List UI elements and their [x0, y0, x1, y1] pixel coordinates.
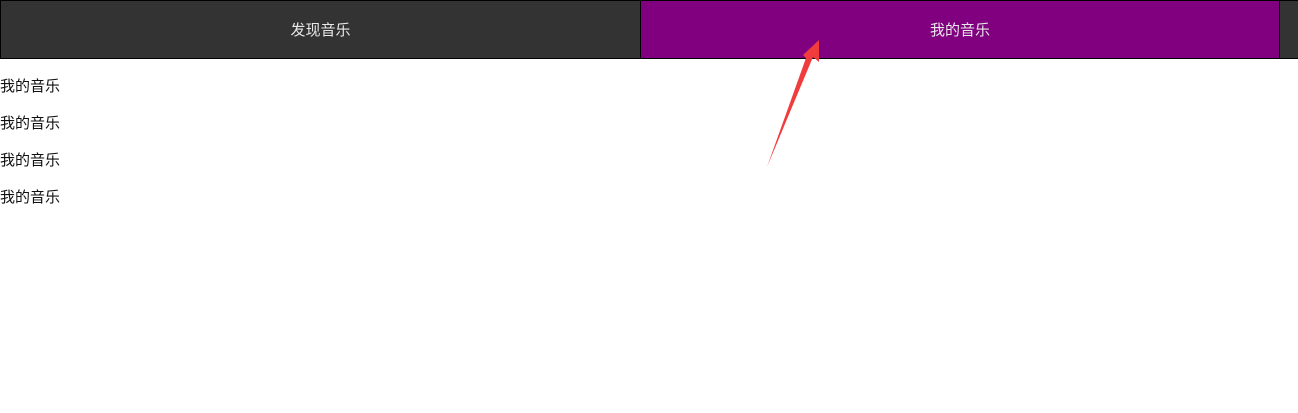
list-item: 我的音乐	[0, 77, 61, 95]
tab-discover-music[interactable]: 发现音乐	[0, 0, 640, 59]
list-item: 我的音乐	[0, 151, 61, 169]
list-item: 我的音乐	[0, 114, 61, 132]
arrow-shape	[767, 40, 819, 167]
nav-overflow-stub	[1280, 0, 1298, 59]
tab-my-music-label: 我的音乐	[929, 21, 990, 39]
top-nav: 发现音乐 我的音乐	[0, 0, 1298, 59]
tab-discover-music-label: 发现音乐	[290, 21, 351, 39]
tab-my-music[interactable]: 我的音乐	[640, 0, 1280, 59]
list-item: 我的音乐	[0, 188, 61, 206]
